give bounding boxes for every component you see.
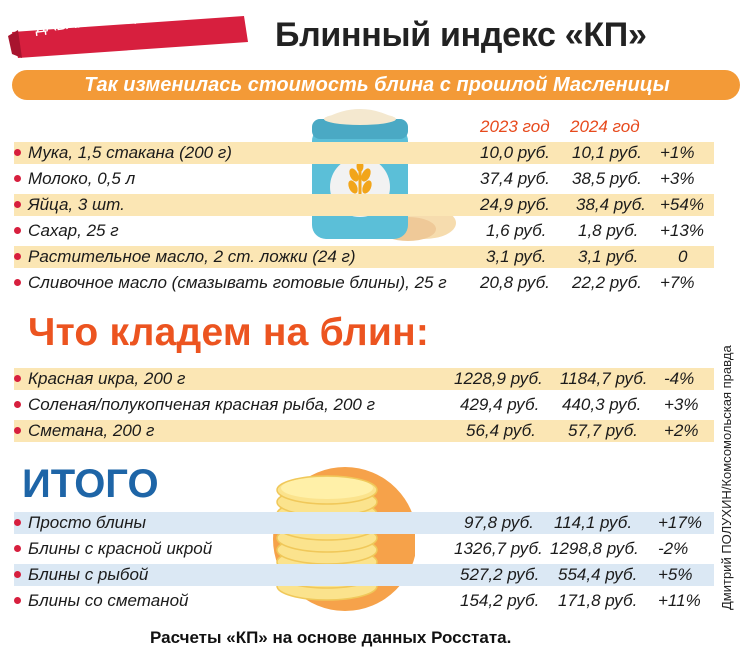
table-row: Соленая/полукопченая красная рыба, 200 г… — [14, 394, 714, 416]
price-2024: 3,1 руб. — [578, 247, 639, 266]
table-row: Красная икра, 200 г 1228,9 руб. 1184,7 р… — [14, 368, 714, 390]
ingredient-label: Сливочное масло (смазывать готовые блины… — [28, 273, 447, 292]
badge-ribbon — [8, 16, 248, 58]
bullet-icon — [14, 253, 21, 260]
ingredient-label: Мука, 1,5 стакана (200 г) — [28, 143, 232, 162]
table-row: Просто блины 97,8 руб. 114,1 руб. +17% — [14, 512, 714, 534]
table-row: Растительное масло, 2 ст. ложки (24 г) 3… — [14, 246, 714, 268]
price-2024: 440,3 руб. — [562, 395, 642, 414]
year-2023-header: 2023 год — [480, 117, 550, 136]
price-2024: 10,1 руб. — [572, 143, 642, 162]
price-2023: 24,9 руб. — [480, 195, 550, 214]
topping-label: Красная икра, 200 г — [28, 369, 186, 388]
totals-heading: ИТОГО — [22, 462, 159, 506]
price-2023: 20,8 руб. — [480, 273, 550, 292]
price-change: 0 — [678, 247, 688, 266]
price-change: +54% — [660, 195, 704, 214]
topping-label: Соленая/полукопченая красная рыба, 200 г — [28, 395, 375, 414]
topping-label: Сметана, 200 г — [28, 421, 155, 440]
page-title: Блинный индекс «КП» — [275, 16, 647, 54]
price-2023: 527,2 руб. — [460, 565, 540, 584]
price-2023: 97,8 руб. — [464, 513, 534, 532]
ingredient-label: Растительное масло, 2 ст. ложки (24 г) — [28, 247, 356, 266]
price-2023: 1,6 руб. — [486, 221, 547, 240]
price-change: +5% — [658, 565, 693, 584]
price-2024: 38,4 руб. — [576, 195, 646, 214]
photo-credit: Дмитрий ПОЛУХИН/Комсомольская правда — [719, 345, 734, 610]
price-2023: 429,4 руб. — [460, 395, 540, 414]
bullet-icon — [14, 597, 21, 604]
table-row: Молоко, 0,5 л 37,4 руб. 38,5 руб. +3% — [14, 168, 714, 190]
price-change: +13% — [660, 221, 704, 240]
price-2024: 1,8 руб. — [578, 221, 639, 240]
bullet-icon — [14, 227, 21, 234]
price-2023: 1326,7 руб. — [454, 539, 543, 558]
price-2023: 10,0 руб. — [480, 143, 550, 162]
price-2024: 171,8 руб. — [558, 591, 638, 610]
year-2024-header: 2024 год — [570, 117, 640, 136]
wheat-icon — [348, 160, 372, 209]
subtitle-bar — [12, 70, 740, 100]
table-row: Яйца, 3 шт. 24,9 руб. 38,4 руб. +54% — [14, 194, 714, 216]
bullet-icon — [14, 149, 21, 156]
price-change: +17% — [658, 513, 702, 532]
price-change: +3% — [660, 169, 695, 188]
price-2024: 1298,8 руб. — [550, 539, 639, 558]
price-2024: 22,2 руб. — [572, 273, 642, 292]
price-2024: 57,7 руб. — [568, 421, 638, 440]
bullet-icon — [14, 175, 21, 182]
bullet-icon — [14, 519, 21, 526]
price-2023: 154,2 руб. — [460, 591, 540, 610]
table-row: Сахар, 25 г 1,6 руб. 1,8 руб. +13% — [14, 220, 714, 242]
source-note: Расчеты «КП» на основе данных Росстата. — [150, 628, 512, 647]
table-row: Сливочное масло (смазывать готовые блины… — [14, 272, 714, 294]
price-change: +11% — [658, 591, 701, 610]
price-2023: 56,4 руб. — [466, 421, 536, 440]
price-change: +2% — [664, 421, 699, 440]
ingredient-label: Молоко, 0,5 л — [28, 169, 136, 188]
total-label: Блины с рыбой — [28, 565, 149, 584]
ingredient-label: Сахар, 25 г — [28, 221, 119, 240]
price-2024: 38,5 руб. — [572, 169, 642, 188]
price-change: -2% — [658, 539, 689, 558]
price-2023: 37,4 руб. — [480, 169, 550, 188]
total-label: Блины со сметаной — [28, 591, 189, 610]
bullet-icon — [14, 279, 21, 286]
table-row: Мука, 1,5 стакана (200 г) 10,0 руб. 10,1… — [14, 142, 714, 164]
price-change: +3% — [664, 395, 699, 414]
total-label: Блины с красной икрой — [28, 539, 213, 558]
toppings-heading: Что кладем на блин: — [28, 311, 430, 354]
bullet-icon — [14, 545, 21, 552]
table-row: Сметана, 200 г 56,4 руб. 57,7 руб. +2% — [14, 420, 714, 442]
price-2024: 114,1 руб. — [554, 513, 633, 532]
subtitle: Так изменилась стоимость блина с прошлой… — [84, 74, 670, 96]
bullet-icon — [14, 201, 21, 208]
price-change: +1% — [660, 143, 695, 162]
price-2023: 1228,9 руб. — [454, 369, 543, 388]
price-2023: 3,1 руб. — [486, 247, 547, 266]
table-row: Блины с красной икрой 1326,7 руб. 1298,8… — [14, 538, 714, 560]
table-row: Блины с рыбой 527,2 руб. 554,4 руб. +5% — [14, 564, 714, 586]
price-2024: 1184,7 руб. — [560, 369, 648, 388]
bullet-icon — [14, 375, 21, 382]
ingredient-label: Яйца, 3 шт. — [28, 195, 125, 214]
bullet-icon — [14, 571, 21, 578]
price-change: +7% — [660, 273, 695, 292]
bullet-icon — [14, 427, 21, 434]
price-change: -4% — [664, 369, 695, 388]
total-label: Просто блины — [28, 513, 146, 532]
price-2024: 554,4 руб. — [558, 565, 638, 584]
bullet-icon — [14, 401, 21, 408]
table-row: Блины со сметаной 154,2 руб. 171,8 руб. … — [14, 590, 714, 612]
